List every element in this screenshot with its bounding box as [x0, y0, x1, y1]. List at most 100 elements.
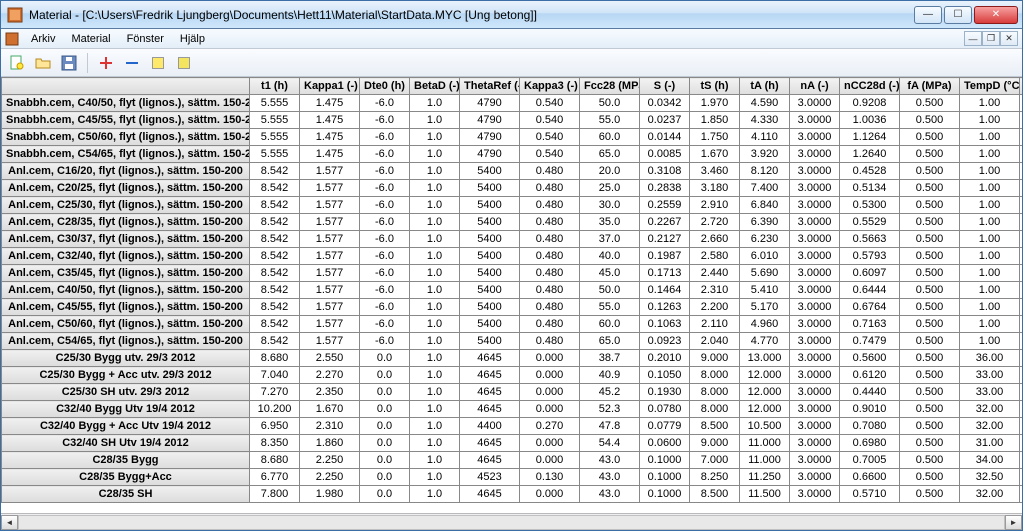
cell[interactable]: -6.0	[360, 112, 410, 129]
cell[interactable]: 1.0	[410, 282, 460, 299]
row-header[interactable]: Anl.cem, C28/35, flyt (lignos.), sättm. …	[2, 214, 250, 231]
cell[interactable]: 1.0000	[1020, 248, 1023, 265]
tool-open[interactable]	[31, 52, 55, 74]
cell[interactable]: 4645	[460, 401, 520, 418]
cell[interactable]: 0.1930	[640, 384, 690, 401]
cell[interactable]: 3.180	[690, 180, 740, 197]
cell[interactable]: 2.270	[300, 367, 360, 384]
cell[interactable]: 5400	[460, 299, 520, 316]
col-header[interactable]: Fcc28 (MPa)	[580, 78, 640, 95]
cell[interactable]: 1.577	[300, 163, 360, 180]
cell[interactable]: 1.577	[300, 197, 360, 214]
cell[interactable]: 1.0	[410, 418, 460, 435]
tool-save[interactable]	[57, 52, 81, 74]
cell[interactable]: -6.0	[360, 231, 410, 248]
cell[interactable]: 1.00	[960, 95, 1020, 112]
row-header[interactable]: C28/35 Bygg+Acc	[2, 469, 250, 486]
cell[interactable]: 1.0	[410, 197, 460, 214]
cell[interactable]: 0.1063	[640, 316, 690, 333]
cell[interactable]: 8.500	[690, 418, 740, 435]
cell[interactable]: 12.000	[740, 384, 790, 401]
cell[interactable]: 36.00	[960, 350, 1020, 367]
row-header[interactable]: Anl.cem, C25/30, flyt (lignos.), sättm. …	[2, 197, 250, 214]
cell[interactable]: 12.000	[740, 401, 790, 418]
cell[interactable]: 1.860	[300, 435, 360, 452]
row-header[interactable]: Snabbh.cem, C50/60, flyt (lignos.), sätt…	[2, 129, 250, 146]
cell[interactable]: 7.000	[690, 452, 740, 469]
cell[interactable]: 1.0000	[1020, 231, 1023, 248]
cell[interactable]: 0.0923	[640, 333, 690, 350]
cell[interactable]: 0.1000	[640, 486, 690, 503]
cell[interactable]: 1.00	[960, 265, 1020, 282]
cell[interactable]: 1.0036	[840, 112, 900, 129]
cell[interactable]: 55.0	[580, 112, 640, 129]
cell[interactable]: 5.555	[250, 146, 300, 163]
cell[interactable]: 0.2127	[640, 231, 690, 248]
cell[interactable]: 1.0000	[1020, 333, 1023, 350]
cell[interactable]: 40.9	[580, 367, 640, 384]
maximize-button[interactable]: ☐	[944, 6, 972, 24]
cell[interactable]: 0.6980	[840, 435, 900, 452]
cell[interactable]: 1.00	[960, 299, 1020, 316]
cell[interactable]: 0.1263	[640, 299, 690, 316]
cell[interactable]: -6.0	[360, 197, 410, 214]
cell[interactable]: 0.480	[520, 316, 580, 333]
row-header[interactable]: C28/35 Bygg	[2, 452, 250, 469]
cell[interactable]: 1.0	[410, 95, 460, 112]
cell[interactable]: 1.0	[410, 299, 460, 316]
cell[interactable]: 5.555	[250, 129, 300, 146]
cell[interactable]: 1.577	[300, 282, 360, 299]
cell[interactable]: 3.0000	[790, 265, 840, 282]
row-header[interactable]: Anl.cem, C20/25, flyt (lignos.), sättm. …	[2, 180, 250, 197]
cell[interactable]: 0.500	[900, 418, 960, 435]
row-header[interactable]: Anl.cem, C45/55, flyt (lignos.), sättm. …	[2, 299, 250, 316]
scroll-right-arrow[interactable]: ►	[1005, 515, 1022, 530]
cell[interactable]: 4645	[460, 350, 520, 367]
cell[interactable]: 3.460	[690, 163, 740, 180]
cell[interactable]: -6.0	[360, 333, 410, 350]
col-header[interactable]: Kappa3 (-)	[520, 78, 580, 95]
grid-scroll[interactable]: t1 (h)Kappa1 (-)Dte0 (h)BetaD (-)ThetaRe…	[1, 77, 1022, 513]
cell[interactable]: 6.0000	[1020, 401, 1023, 418]
cell[interactable]: 2.310	[300, 418, 360, 435]
cell[interactable]: 2.660	[690, 231, 740, 248]
cell[interactable]: 6.390	[740, 214, 790, 231]
cell[interactable]: 1.00	[960, 282, 1020, 299]
cell[interactable]: -6.0	[360, 180, 410, 197]
cell[interactable]: 4.770	[740, 333, 790, 350]
cell[interactable]: 0.540	[520, 112, 580, 129]
cell[interactable]: 0.480	[520, 214, 580, 231]
cell[interactable]: 43.0	[580, 469, 640, 486]
cell[interactable]: 1.0000	[1020, 112, 1023, 129]
cell[interactable]: 0.000	[520, 350, 580, 367]
cell[interactable]: 47.8	[580, 418, 640, 435]
cell[interactable]: 10.200	[250, 401, 300, 418]
cell[interactable]: 43.0	[580, 452, 640, 469]
cell[interactable]: 0.1000	[640, 469, 690, 486]
cell[interactable]: 1.0	[410, 452, 460, 469]
cell[interactable]: 0.0	[360, 401, 410, 418]
cell[interactable]: 1.577	[300, 316, 360, 333]
cell[interactable]: 8.000	[690, 401, 740, 418]
cell[interactable]: 5400	[460, 180, 520, 197]
cell[interactable]: 1.0	[410, 112, 460, 129]
tool-highlight-1[interactable]	[146, 52, 170, 74]
cell[interactable]: 1.0	[410, 486, 460, 503]
col-header[interactable]: t1 (h)	[250, 78, 300, 95]
cell[interactable]: 1.00	[960, 112, 1020, 129]
cell[interactable]: 0.500	[900, 401, 960, 418]
table-row[interactable]: Anl.cem, C28/35, flyt (lignos.), sättm. …	[2, 214, 1023, 231]
table-row[interactable]: Anl.cem, C54/65, flyt (lignos.), sättm. …	[2, 333, 1023, 350]
cell[interactable]: 2.200	[690, 299, 740, 316]
cell[interactable]: 0.1050	[640, 367, 690, 384]
cell[interactable]: 8.542	[250, 248, 300, 265]
cell[interactable]: 1.0	[410, 469, 460, 486]
cell[interactable]: 0.500	[900, 282, 960, 299]
titlebar[interactable]: Material - [C:\Users\Fredrik Ljungberg\D…	[1, 1, 1022, 29]
cell[interactable]: 1.577	[300, 333, 360, 350]
cell[interactable]: 0.0	[360, 469, 410, 486]
cell[interactable]: 3.0000	[790, 282, 840, 299]
cell[interactable]: 3.920	[740, 146, 790, 163]
cell[interactable]: 55.0	[580, 299, 640, 316]
cell[interactable]: 0.500	[900, 180, 960, 197]
